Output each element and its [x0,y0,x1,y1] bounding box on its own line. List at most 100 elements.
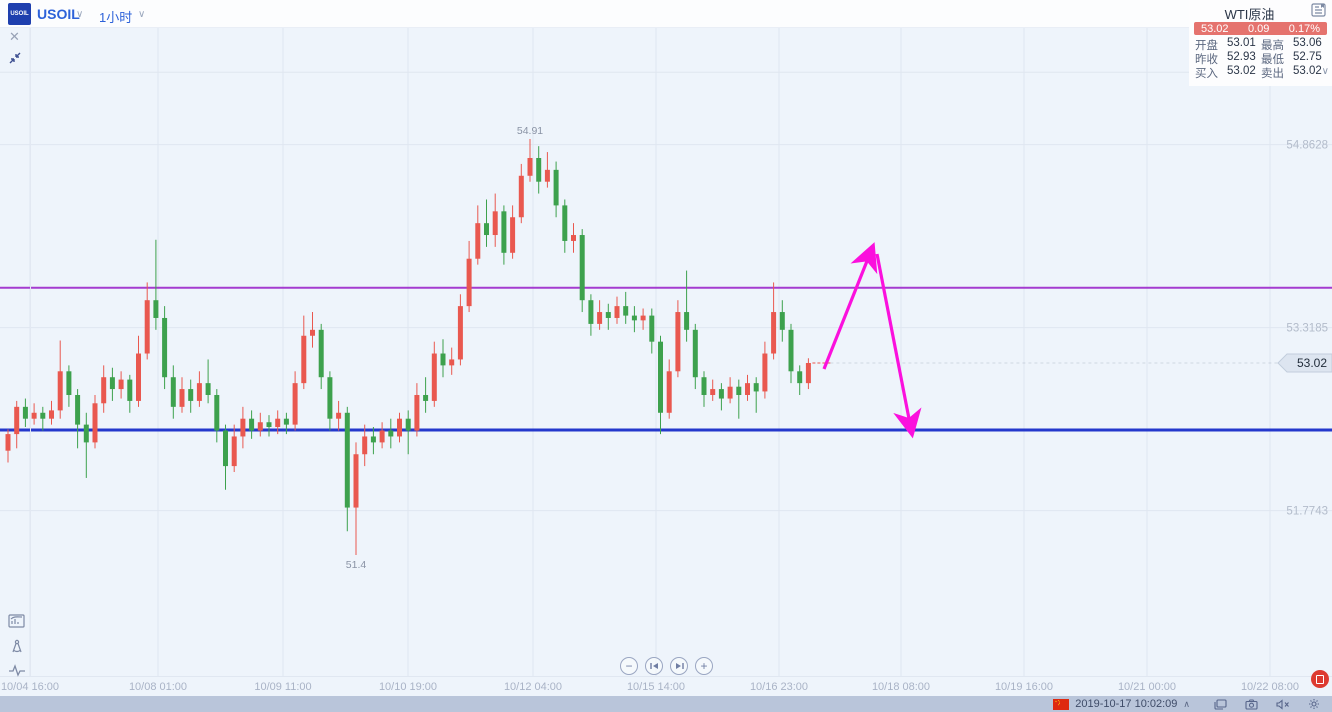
candle-body [571,235,576,241]
time-axis-label: 10/19 16:00 [994,681,1054,693]
projection-arrow[interactable] [875,253,922,439]
zoom-in-button[interactable]: + [695,657,713,675]
candle-body [223,430,228,467]
last-price: 53.02 [1201,22,1229,35]
candle-body [553,169,559,206]
symbol-selector[interactable]: USOIL [37,6,80,22]
settings-gear-icon[interactable] [1308,698,1320,710]
candle-body [327,377,333,419]
candle-body [675,312,681,372]
price-axis-label: 53.3185 [1286,323,1328,335]
pulse-line-icon[interactable] [8,664,26,677]
candle-body [92,403,98,443]
time-axis-label: 10/16 23:00 [749,681,809,693]
time-axis-label: 10/09 11:00 [254,681,312,693]
candle-body [83,424,89,443]
zoom-out-button[interactable]: − [620,657,638,675]
windows-layout-icon[interactable] [1214,698,1227,710]
candle-body [727,386,733,399]
current-price-tag [1277,353,1332,373]
candle-body [75,394,81,425]
candle-body [788,329,794,372]
candle-body [257,422,263,431]
candle-body [310,329,315,336]
prev-close-label: 昨收 [1195,54,1218,66]
red-packet-promo-icon[interactable] [1311,670,1329,688]
candle-body [510,217,516,253]
candle-body [414,394,420,431]
candle-body [736,386,742,395]
candle-body [779,312,785,330]
candle-body [753,383,759,392]
candle-body [353,454,359,508]
time-axis-label: 10/10 19:00 [378,681,438,693]
collapse-arrows-icon[interactable] [8,51,22,65]
candle-body [144,300,150,354]
candle-body [475,223,481,259]
left-toolbar-separator [30,0,31,676]
candle-body [762,353,768,392]
timeframe-chevron-down-icon[interactable]: ∨ [138,9,146,20]
candle-body [701,377,707,395]
high-label: 最高 [1261,40,1284,52]
candle-body [240,418,246,437]
candle-body [658,341,663,413]
quote-panel: WTI原油 53.02 0.09 0.17% 开盘 53.01 最高 53.06 昨… [1189,0,1332,86]
candle-body [501,211,507,253]
sound-mute-icon[interactable] [1276,698,1290,710]
china-flag-icon [1053,698,1070,710]
candle-body [544,169,550,182]
candle-body [118,379,124,390]
candle-body [597,312,603,324]
chart-nav-controls: − + [620,657,713,675]
candlestick-chart-canvas[interactable]: 54.8628 53.3185 51.7743 54.91 51.4 53.02 [0,0,1332,696]
price-change-pct: 0.17% [1288,22,1320,35]
candle-body [466,258,472,307]
candle-body [101,377,107,404]
price-axis-label: 51.7743 [1286,506,1328,518]
timeframe-selector[interactable]: 1小时 [99,10,133,25]
candle-body [170,377,176,407]
time-axis-label: 10/22 08:00 [1240,681,1300,693]
time-axis[interactable]: 10/04 16:00 10/08 01:00 10/09 11:00 10/10 1… [0,676,1332,695]
price-change-badge: 53.02 0.09 0.17% [1194,22,1327,35]
candle-body [205,383,211,395]
projection-arrow[interactable] [822,242,878,370]
symbol-logo-badge: USOIL [8,3,31,25]
panel-collapse-chevron-icon[interactable]: ∨ [1321,66,1329,77]
candle-body [362,436,368,455]
time-axis-label: 10/04 16:00 [0,681,60,693]
scroll-to-start-button[interactable] [645,657,663,675]
symbol-chevron-down-icon[interactable]: ∨ [76,9,84,20]
low-value: 52.75 [1293,51,1322,63]
open-label: 开盘 [1195,40,1218,52]
time-chevron-up-icon[interactable]: ∧ [1183,698,1190,709]
drawing-compass-icon[interactable] [10,639,24,656]
candle-body [136,353,141,401]
low-label: 最低 [1261,54,1284,66]
scroll-to-end-button[interactable] [670,657,688,675]
candle-body [518,175,524,218]
candle-body [214,394,220,431]
candle-body [649,315,655,342]
candle-body [718,389,724,399]
candle-body [188,389,194,401]
candle-body [40,412,46,419]
candle-body [318,329,324,378]
candle-body [684,312,690,330]
close-icon[interactable]: ✕ [9,29,20,44]
candle-body [666,371,672,413]
time-axis-label: 10/12 04:00 [503,681,563,693]
candle-body [283,418,289,425]
current-price-tag-value: 53.02 [1297,356,1327,370]
camera-screenshot-icon[interactable] [1245,698,1258,710]
bid-value: 53.02 [1227,65,1256,77]
indicator-chart-icon[interactable] [8,613,26,629]
candle-body [301,335,307,384]
news-feed-icon[interactable] [1311,3,1327,17]
quote-stats: 开盘 53.01 最高 53.06 昨收 52.93 最低 52.75 买入 53.02 … [1195,37,1328,80]
candle-body [623,306,629,316]
server-time[interactable]: 2019-10-17 10:02:09 [1075,698,1178,710]
price-change: 0.09 [1247,22,1270,35]
instrument-title: WTI原油 [1224,7,1275,22]
